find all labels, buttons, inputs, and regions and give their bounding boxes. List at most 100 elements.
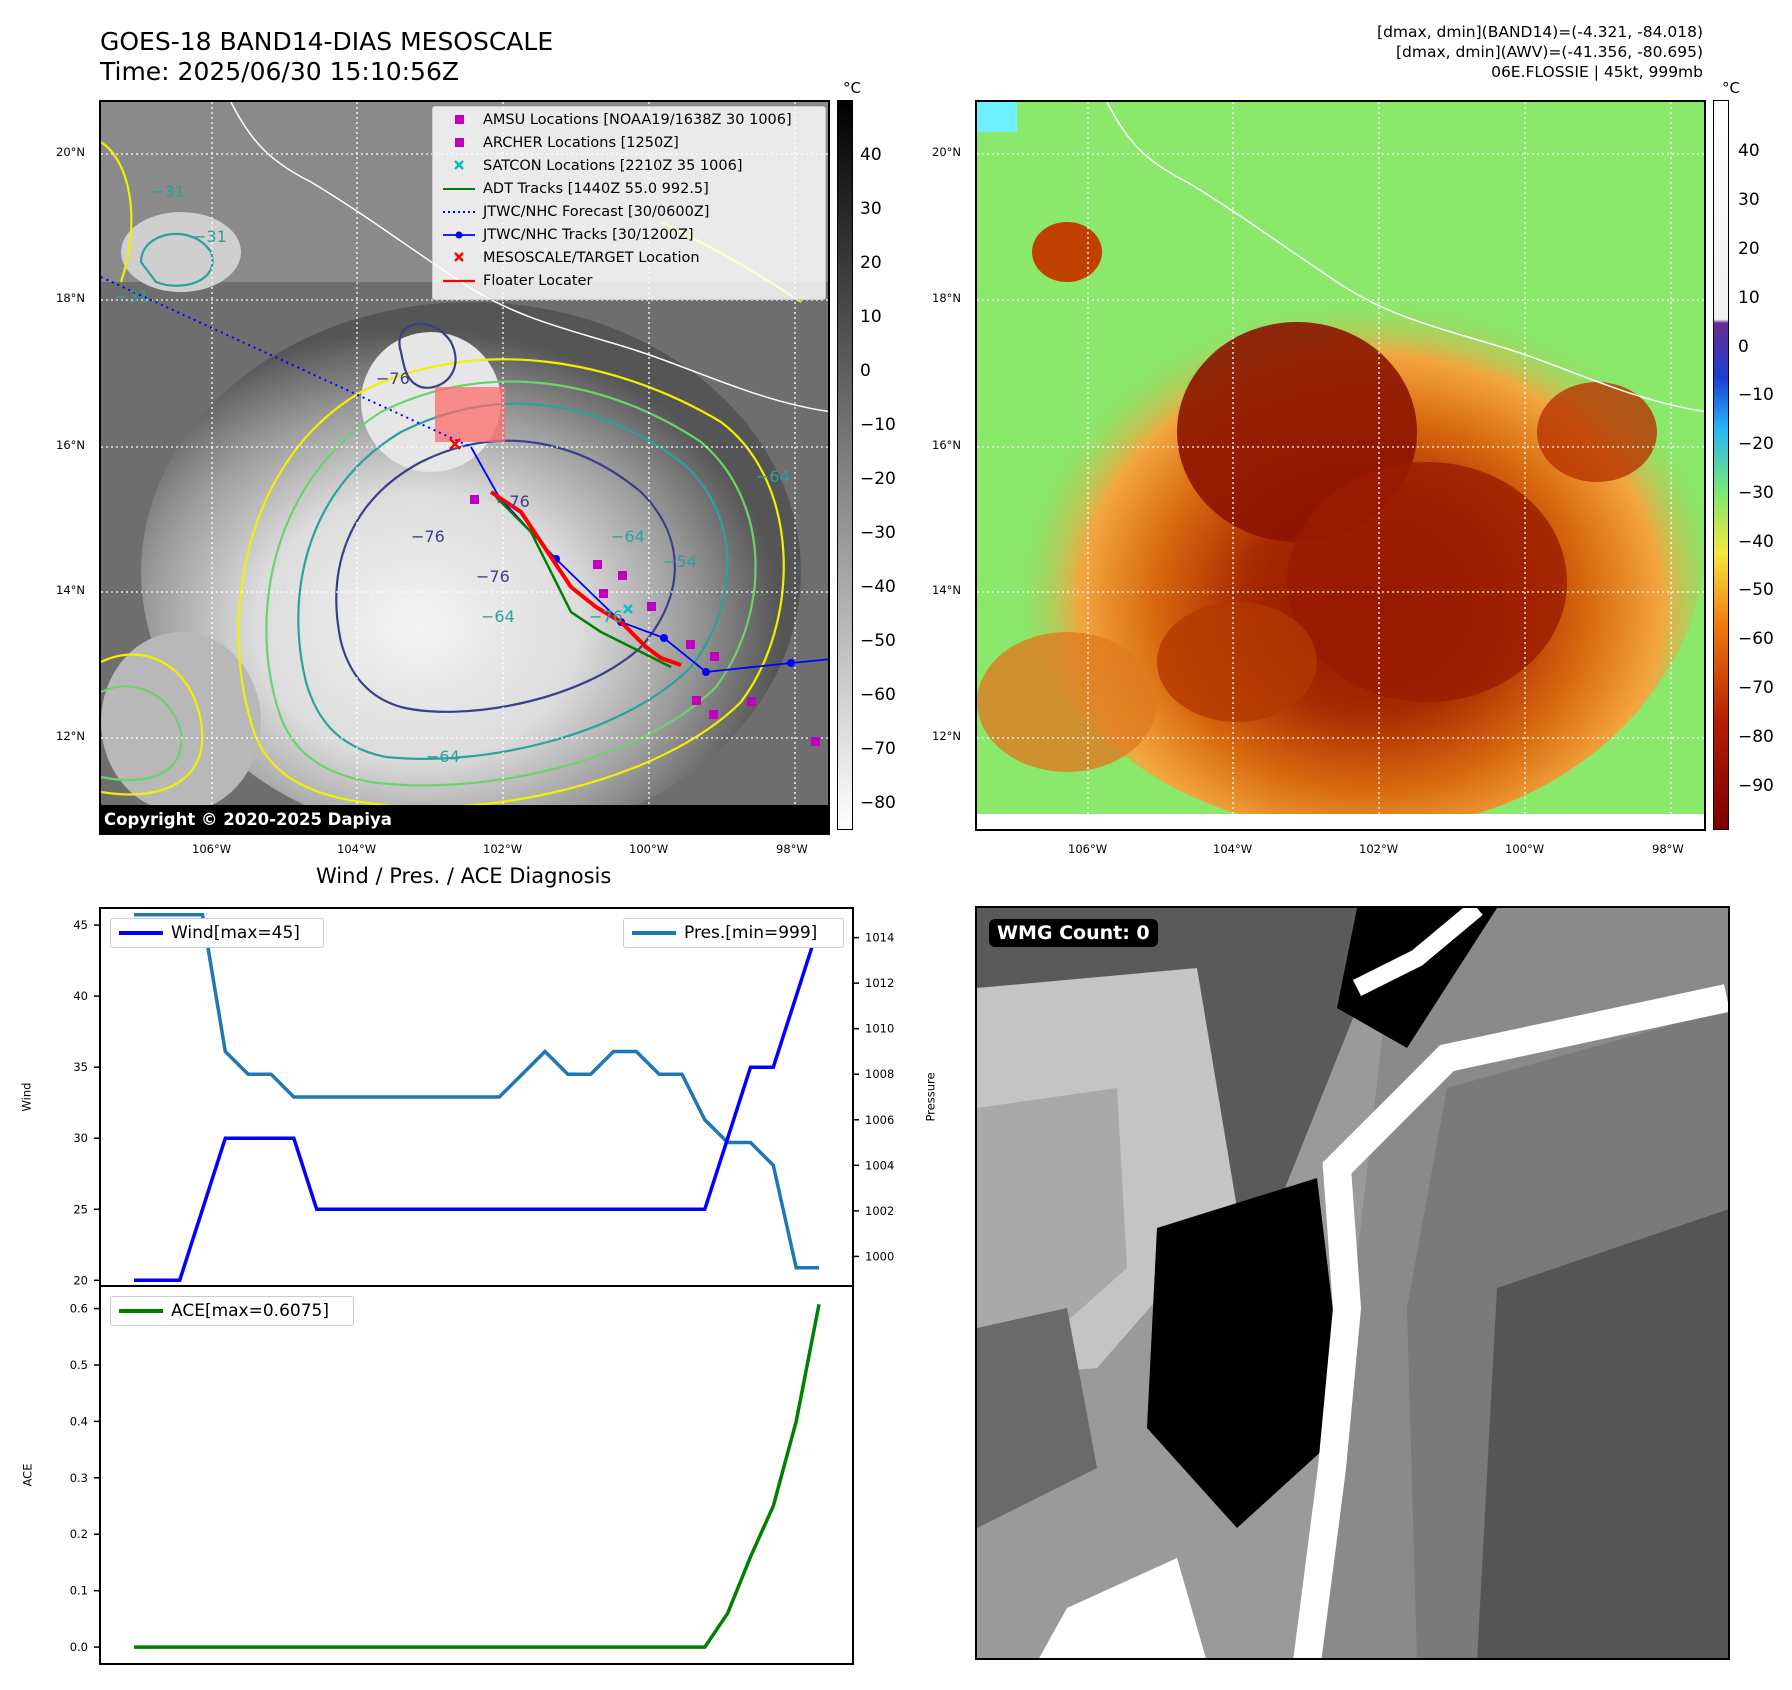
pressure-tick-label: 1002: [865, 1204, 894, 1218]
wind-tick-label: 45: [73, 918, 88, 932]
left-colorbar-tick: 30: [860, 199, 882, 219]
right-colorbar-tick: −70: [1738, 678, 1774, 698]
chart-title: GOES-18 BAND14-DIAS MESOSCALE: [100, 27, 554, 56]
left-colorbar-tick: 0: [860, 361, 871, 381]
wmg-panel: [975, 906, 1730, 1660]
legend-item-satcon: SATCON Locations [2210Z 35 1006]: [433, 155, 825, 177]
lon-tick: 102°W: [483, 842, 523, 856]
track-legend: AMSU Locations [NOAA19/1638Z 30 1006] AR…: [432, 106, 826, 300]
lat-tick: 12°N: [932, 729, 961, 743]
ace-tick-label: 0.2: [70, 1527, 88, 1541]
right-colorbar-tick: 20: [1738, 239, 1760, 259]
contour-label: −76: [589, 607, 623, 626]
right-colorbar-tick: 30: [1738, 190, 1760, 210]
ace-tick-label: 0.5: [70, 1358, 88, 1372]
ace-tick-label: 0.3: [70, 1471, 88, 1485]
lat-tick: 16°N: [56, 438, 85, 452]
wind-axis-label: Wind: [19, 1082, 34, 1112]
pressure-legend-label: Pres.[min=999]: [684, 923, 818, 943]
pressure-tick-label: 1010: [865, 1022, 894, 1036]
pressure-legend: Pres.[min=999]: [623, 918, 844, 948]
ace-tick-label: 0.4: [70, 1414, 88, 1428]
lat-tick: 14°N: [932, 583, 961, 597]
right-colorbar-unit: °C: [1722, 79, 1740, 97]
legend-item-archer: ARCHER Locations [1250Z]: [433, 132, 825, 154]
ace-series-line: [134, 1303, 821, 1649]
lat-tick: 20°N: [932, 145, 961, 159]
wmg-count-badge: WMG Count: 0: [989, 919, 1158, 947]
lon-tick: 106°W: [1068, 842, 1108, 856]
pressure-tick-label: 1014: [865, 931, 894, 945]
contour-label: −76: [476, 567, 510, 586]
awv-map-panel: [975, 100, 1706, 831]
right-colorbar-tick: 0: [1738, 337, 1749, 357]
left-colorbar-tick: −50: [860, 631, 896, 651]
right-colorbar-tick: −30: [1738, 483, 1774, 503]
ace-tick-label: 0.1: [70, 1584, 88, 1598]
legend-item-jtwc-forecast: JTWC/NHC Forecast [30/0600Z]: [443, 204, 710, 220]
right-colorbar-tick: −50: [1738, 580, 1774, 600]
ace-axis-label: ACE: [20, 1463, 35, 1487]
contour-label: −31: [115, 287, 149, 306]
lat-tick: 14°N: [56, 583, 85, 597]
contour-label: −76: [376, 369, 410, 388]
legend-item-adt: ADT Tracks [1440Z 55.0 992.5]: [443, 181, 709, 197]
wind-tick-label: 20: [73, 1273, 88, 1287]
lon-tick: 104°W: [337, 842, 377, 856]
wind-series-line: [134, 924, 821, 1283]
lon-tick: 98°W: [776, 842, 808, 856]
lat-tick: 12°N: [56, 729, 85, 743]
right-colorbar-tick: 40: [1738, 141, 1760, 161]
diagnosis-title: Wind / Pres. / ACE Diagnosis: [316, 864, 612, 888]
contour-label: −31: [151, 182, 185, 201]
lon-tick: 100°W: [1505, 842, 1545, 856]
wind-tick-label: 35: [73, 1060, 88, 1074]
left-colorbar-tick: −30: [860, 523, 896, 543]
left-colorbar-tick: −60: [860, 685, 896, 705]
right-colorbar-tick: −20: [1738, 434, 1774, 454]
lon-tick: 100°W: [629, 842, 669, 856]
wind-legend-label: Wind[max=45]: [171, 923, 300, 943]
band14-range-text: [dmax, dmin](BAND14)=(-4.321, -84.018): [1377, 23, 1703, 41]
wmg-image: [977, 908, 1728, 1658]
ace-axes: [99, 1285, 854, 1665]
right-colorbar-tick: 10: [1738, 288, 1760, 308]
lat-tick: 16°N: [932, 438, 961, 452]
pressure-tick-label: 1006: [865, 1113, 894, 1127]
pressure-tick-label: 1004: [865, 1158, 894, 1172]
left-colorbar-tick: −80: [860, 793, 896, 813]
contour-label: −64: [481, 607, 515, 626]
awv-range-text: [dmax, dmin](AWV)=(-41.356, -80.695): [1396, 43, 1703, 61]
lon-tick: 104°W: [1213, 842, 1253, 856]
right-colorbar-tick: −60: [1738, 629, 1774, 649]
left-colorbar-tick: 20: [860, 253, 882, 273]
left-colorbar-tick: −40: [860, 577, 896, 597]
ace-tick-label: 0.0: [70, 1640, 88, 1654]
wind-tick-label: 40: [73, 989, 88, 1003]
left-colorbar-tick: 40: [860, 145, 882, 165]
pressure-series-line: [134, 913, 819, 1270]
left-colorbar-unit: °C: [843, 79, 861, 97]
left-colorbar: [837, 100, 853, 830]
contour-label: −64: [426, 747, 460, 766]
pressure-tick-label: 1008: [865, 1067, 894, 1081]
contour-label: −76: [411, 527, 445, 546]
copyright-banner: Copyright © 2020-2025 Dapiya: [100, 805, 830, 835]
awv-map-image: [977, 102, 1704, 829]
wind-legend: Wind[max=45]: [110, 918, 324, 948]
contour-label: −64: [756, 467, 790, 486]
wind-tick-label: 25: [73, 1202, 88, 1216]
legend-item-mesoscale: MESOSCALE/TARGET Location: [433, 247, 825, 269]
contour-label: −76: [496, 492, 530, 511]
lat-tick: 20°N: [56, 145, 85, 159]
ace-tick-label: 0.6: [70, 1302, 88, 1316]
pressure-tick-label: 1012: [865, 976, 894, 990]
right-colorbar: [1713, 100, 1729, 830]
contour-label: −64: [611, 527, 645, 546]
storm-info-text: 06E.FLOSSIE | 45kt, 999mb: [1491, 63, 1703, 81]
legend-item-floater: Floater Locater: [443, 273, 593, 289]
ace-legend-label: ACE[max=0.6075]: [171, 1301, 329, 1321]
lat-tick: 18°N: [932, 291, 961, 305]
right-colorbar-tick: −80: [1738, 727, 1774, 747]
